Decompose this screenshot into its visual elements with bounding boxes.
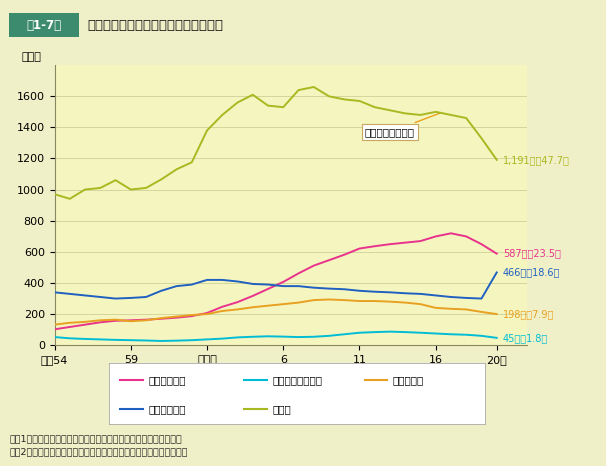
Text: 歩行者がほぼ半数: 歩行者がほぼ半数	[365, 113, 441, 137]
Text: 注　1　警察庁資料による。ただし、「その他」は省略している。: 注 1 警察庁資料による。ただし、「その他」は省略している。	[9, 434, 182, 444]
Text: 198人（7.9）: 198人（7.9）	[503, 309, 554, 319]
Text: 自動車乗車中: 自動車乗車中	[148, 376, 186, 385]
Text: 歩行中: 歩行中	[273, 404, 291, 414]
Text: 自転車乗用中: 自転車乗用中	[148, 404, 186, 414]
Text: 587人（23.5）: 587人（23.5）	[503, 249, 561, 259]
Text: 高齢者の状態別交通事故死者数の推移: 高齢者の状態別交通事故死者数の推移	[88, 19, 224, 32]
Text: 自動二輪車乗車中: 自動二輪車乗車中	[273, 376, 322, 385]
Text: （人）: （人）	[21, 53, 41, 62]
Text: 45人（1.8）: 45人（1.8）	[503, 333, 548, 343]
Text: 466人（18.6）: 466人（18.6）	[503, 267, 560, 277]
Text: 2　（　）内は、高齢者の状態別死者数の構成率（％）である。: 2 （ ）内は、高齢者の状態別死者数の構成率（％）である。	[9, 447, 188, 457]
Text: 原付乗車中: 原付乗車中	[393, 376, 424, 385]
Text: 1,191人（47.7）: 1,191人（47.7）	[503, 155, 570, 165]
Text: 第1-7図: 第1-7図	[27, 19, 61, 32]
